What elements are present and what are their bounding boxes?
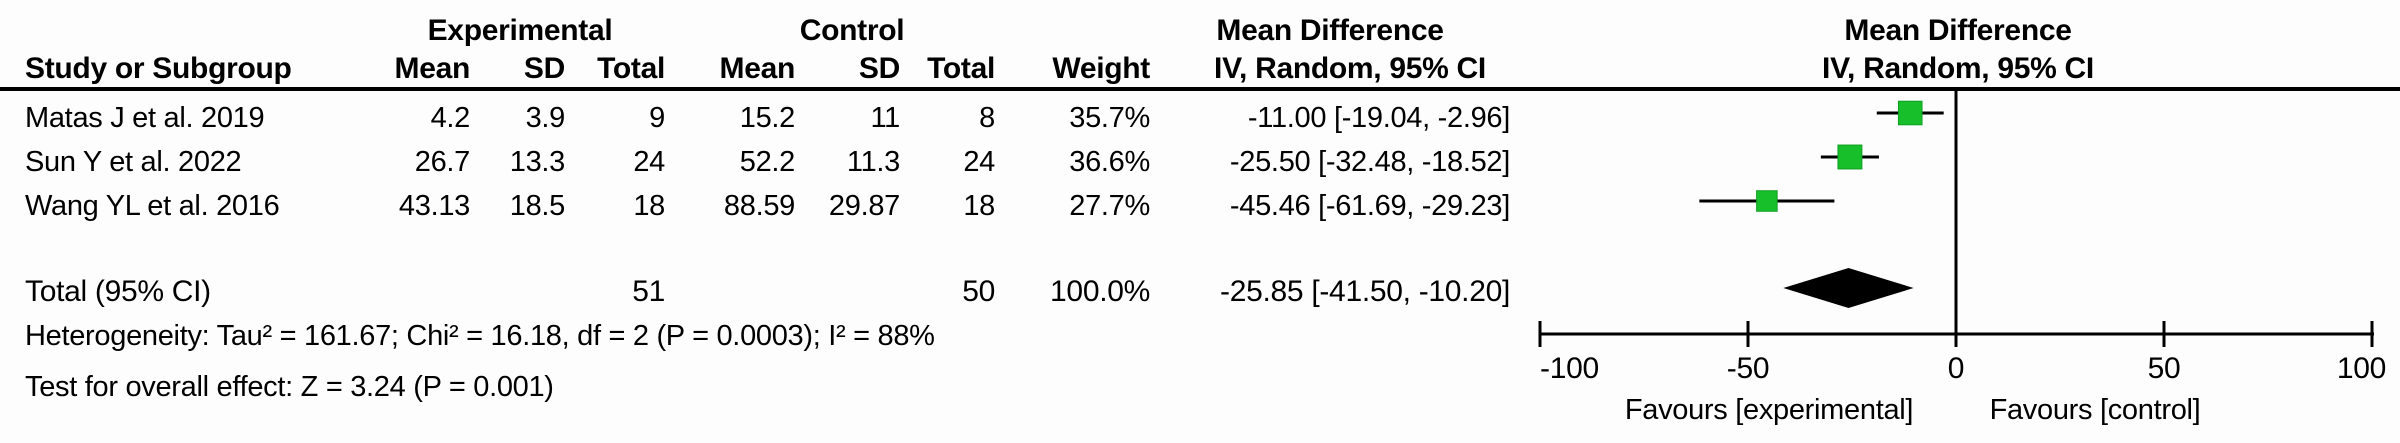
axis-tick-label: -100 (1540, 352, 1599, 385)
cell-mean2: 88.59 (723, 190, 795, 222)
cell-total2: 8 (979, 102, 995, 134)
cell-sd1: 13.3 (509, 146, 566, 178)
plot-effect-subtitle: IV, Random, 95% CI (1822, 52, 2094, 85)
cell-mean2: 15.2 (739, 102, 796, 134)
summary-diamond (1783, 268, 1914, 308)
group-header-experimental: Experimental (427, 14, 613, 47)
col-header-exp-mean: Mean (394, 52, 471, 85)
cell-weight: 36.6% (1069, 146, 1150, 178)
table-row: Wang YL et al. 2016 43.13 18.5 18 88.59 29.87… (0, 184, 2400, 228)
group-header-control: Control (799, 14, 905, 47)
total-row: Total (95% CI) 51 50 100.0% -25.85 [-41.50, … (0, 270, 2400, 314)
col-header-study: Study or Subgroup (25, 52, 292, 85)
study-name: Wang YL et al. 2016 (25, 190, 280, 222)
table-row: Matas J et al. 2019 4.2 3.9 9 15.2 11 8 35.7% -1… (0, 96, 2400, 140)
col-header-exp-sd: SD (523, 52, 565, 85)
col-header-ctl-sd: SD (858, 52, 900, 85)
study-marker (1837, 144, 1863, 170)
total-label: Total (95% CI) (25, 275, 211, 308)
favours-left-label: Favours [experimental] (1624, 394, 1914, 426)
cell-mean1: 43.13 (398, 190, 470, 222)
total-exp-n: 51 (632, 275, 665, 308)
cell-ci: -11.00 [-19.04, -2.96] (1247, 102, 1510, 134)
cell-total2: 24 (963, 146, 995, 178)
favours-right-label: Favours [control] (1989, 394, 2201, 426)
overall-effect-text: Test for overall effect: Z = 3.24 (P = 0… (25, 371, 554, 403)
cell-ci: -45.46 [-61.69, -29.23] (1229, 190, 1510, 222)
cell-ci: -25.50 [-32.48, -18.52] (1229, 146, 1510, 178)
cell-mean1: 26.7 (414, 146, 471, 178)
col-header-ctl-total: Total (927, 52, 995, 85)
cell-weight: 35.7% (1069, 102, 1150, 134)
cell-total1: 24 (633, 146, 665, 178)
cell-mean2: 52.2 (739, 146, 796, 178)
cell-total1: 9 (649, 102, 665, 134)
cell-sd2: 11 (870, 102, 900, 134)
table-row: Sun Y et al. 2022 26.7 13.3 24 52.2 11.3 24 36.… (0, 140, 2400, 184)
col-header-weight: Weight (1052, 52, 1150, 85)
cell-sd2: 11.3 (846, 146, 900, 178)
axis-tick-label: -50 (1726, 352, 1770, 385)
cell-sd2: 29.87 (828, 190, 900, 222)
header-rule (0, 87, 2400, 91)
col-header-ctl-mean: Mean (719, 52, 796, 85)
axis-tick-label: 50 (2147, 352, 2181, 385)
total-weight: 100.0% (1050, 275, 1150, 308)
study-name: Sun Y et al. 2022 (25, 146, 242, 178)
col-header-exp-total: Total (597, 52, 665, 85)
study-marker (1897, 100, 1923, 126)
effect-subtitle: IV, Random, 95% CI (1214, 52, 1486, 85)
cell-sd1: 18.5 (509, 190, 566, 222)
cell-total2: 18 (963, 190, 995, 222)
total-ctl-n: 50 (962, 275, 995, 308)
axis-tick-label: 0 (1947, 352, 1965, 385)
total-ci: -25.85 [-41.50, -10.20] (1220, 275, 1510, 308)
cell-total1: 18 (633, 190, 665, 222)
effect-title: Mean Difference (1216, 14, 1444, 47)
cell-weight: 27.7% (1069, 190, 1150, 222)
study-name: Matas J et al. 2019 (25, 102, 265, 134)
heterogeneity-text: Heterogeneity: Tau² = 161.67; Chi² = 16.… (25, 320, 935, 352)
cell-sd1: 3.9 (525, 102, 566, 134)
cell-mean1: 4.2 (430, 102, 471, 134)
axis-tick-label: 100 (2336, 352, 2386, 385)
plot-effect-title: Mean Difference (1844, 14, 2072, 47)
study-marker (1756, 190, 1778, 212)
